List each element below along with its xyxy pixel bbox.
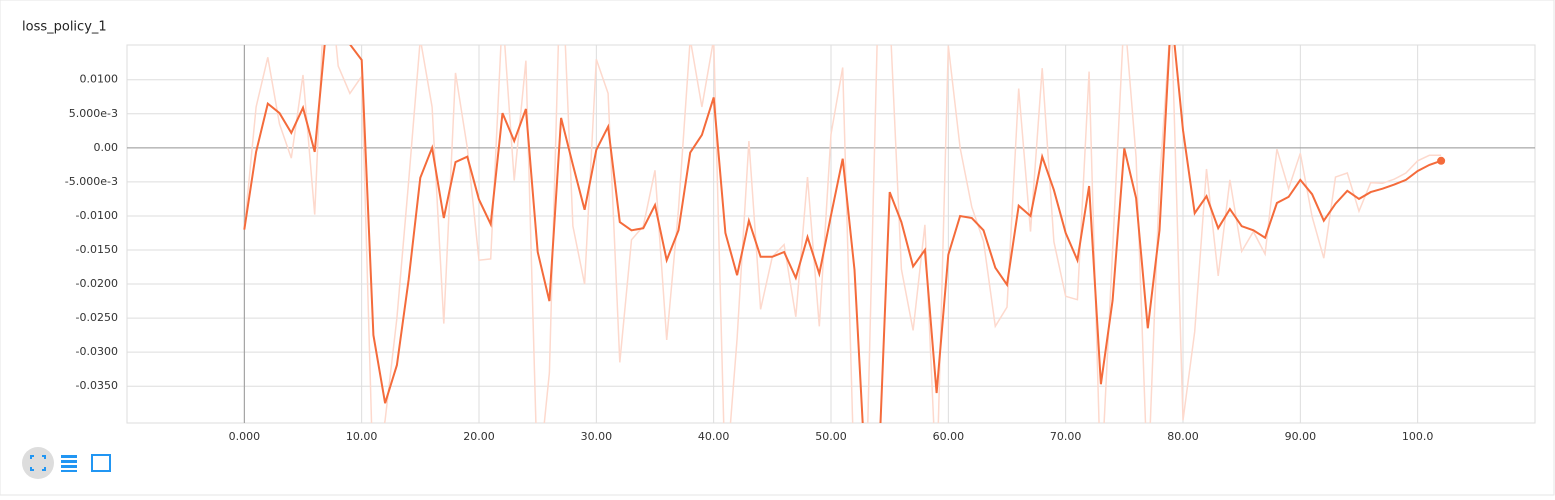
- fit-icon: [30, 455, 46, 471]
- toolbar: [22, 447, 111, 479]
- y-tick-label: -0.0350: [76, 379, 118, 392]
- y-tick-label: -0.0100: [76, 209, 118, 222]
- x-tick-label: 10.00: [346, 430, 378, 443]
- series-line: [243, 45, 1442, 423]
- last-point: [1437, 156, 1446, 165]
- x-tick-label: 100.0: [1402, 430, 1434, 443]
- x-tick-label: 70.00: [1050, 430, 1082, 443]
- y-tick-label: 0.00: [94, 141, 119, 154]
- x-tick-label: 30.00: [581, 430, 613, 443]
- fit-domain-button[interactable]: [22, 447, 54, 479]
- y-tick-label: -0.0150: [76, 243, 118, 256]
- chart-title: loss_policy_1: [22, 20, 107, 35]
- y-tick-label: -5.000e-3: [65, 175, 118, 188]
- x-tick-label: 50.00: [815, 430, 847, 443]
- x-tick-label: 40.00: [698, 430, 730, 443]
- y-tick-label: 5.000e-3: [69, 107, 118, 120]
- zoom-button[interactable]: [91, 454, 111, 472]
- x-tick-label: 80.00: [1167, 430, 1199, 443]
- y-tick-label: -0.0250: [76, 311, 118, 324]
- y-tick-label: -0.0200: [76, 277, 118, 290]
- data-table-button[interactable]: [61, 455, 77, 472]
- series-line: [243, 45, 1442, 423]
- x-tick-label: 0.000: [229, 430, 261, 443]
- y-tick-label: 0.0100: [80, 73, 119, 86]
- x-tick-label: 60.00: [933, 430, 965, 443]
- x-tick-label: 20.00: [463, 430, 495, 443]
- y-tick-label: -0.0300: [76, 345, 118, 358]
- plot-area: 0.000 10.00 20.00 30.00 40.00 50.00 60.00 70.00…: [65, 44, 1536, 443]
- series-group: [243, 45, 1446, 423]
- x-tick-label: 90.00: [1285, 430, 1317, 443]
